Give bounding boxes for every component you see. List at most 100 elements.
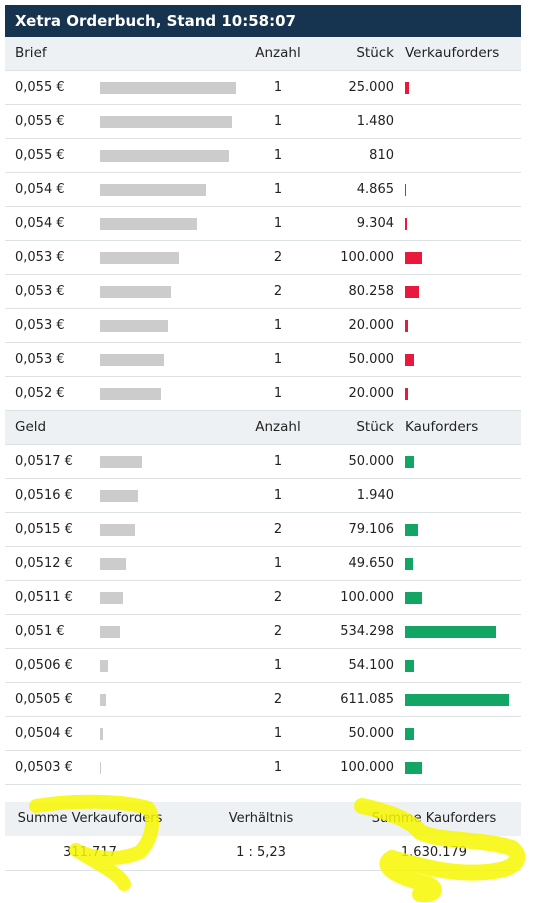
ask-count: 1 [273,318,283,333]
ask-qty-header: Stück [356,45,394,61]
ask-row: 0,055 € 1 1.480 [5,105,521,139]
sell-volume-bar [405,184,406,196]
buy-volume-bar [405,694,509,706]
buy-volume-bar [405,626,496,638]
ask-row: 0,053 € 2 100.000 [5,241,521,275]
sell-volume-bar [405,82,409,94]
bid-row: 0,0505 € 2 611.085 [5,683,521,717]
ask-row: 0,054 € 1 9.304 [5,207,521,241]
bid-depth-bar [100,626,120,638]
ratio-label: Verhältnis [228,811,294,826]
bid-price: 0,0515 € [15,522,73,537]
ask-price-header: Brief [15,45,47,61]
ask-depth-bar [100,150,229,162]
buy-sum-label: Summe Kauforders [371,811,497,826]
sell-orders-header: Verkauforders [405,45,500,61]
ask-qty: 810 [369,148,394,163]
bid-depth-bar [100,592,123,604]
ask-price: 0,055 € [15,114,65,129]
bid-depth-bar [100,558,126,570]
bid-price: 0,0516 € [15,488,73,503]
ask-depth-bar [100,82,236,94]
buy-volume-bar [405,660,414,672]
orderbook-table: Brief Anzahl Stück Verkauforders 0,055 €… [5,37,521,785]
bid-count: 1 [273,658,283,673]
bid-depth-bar [100,728,103,740]
bid-row: 0,0506 € 1 54.100 [5,649,521,683]
sell-volume-bar [405,354,414,366]
ask-depth-bar [100,286,171,298]
bid-row: 0,0515 € 2 79.106 [5,513,521,547]
ask-qty: 4.865 [356,182,394,197]
ask-price: 0,052 € [15,386,65,401]
bid-row: 0,0511 € 2 100.000 [5,581,521,615]
bid-depth-bar [100,762,101,774]
bid-qty: 54.100 [348,658,395,673]
ask-price: 0,055 € [15,148,65,163]
ask-header-row: Brief Anzahl Stück Verkauforders [5,37,521,71]
ask-depth-bar [100,388,161,400]
ask-depth-bar [100,320,168,332]
buy-volume-bar [405,728,414,740]
ask-price: 0,053 € [15,352,65,367]
bid-price: 0,051 € [15,624,65,639]
bid-count: 2 [273,692,283,707]
ask-qty: 50.000 [348,352,395,367]
ask-qty: 25.000 [348,80,395,95]
bid-row: 0,0517 € 1 50.000 [5,445,521,479]
bid-depth-bar [100,524,135,536]
bid-count: 1 [273,556,283,571]
ask-qty: 1.480 [356,114,394,129]
bid-qty: 1.940 [356,488,394,503]
ask-price: 0,054 € [15,182,65,197]
bid-qty: 49.650 [348,556,395,571]
bid-row: 0,0512 € 1 49.650 [5,547,521,581]
bid-qty: 50.000 [348,454,395,469]
bid-price: 0,0512 € [15,556,73,571]
ask-depth-bar [100,116,232,128]
bid-count-header: Anzahl [255,419,301,435]
ask-count: 1 [273,386,283,401]
bid-count: 1 [273,454,283,469]
ask-count: 1 [273,148,283,163]
bid-row: 0,0503 € 1 100.000 [5,751,521,785]
sell-volume-bar [405,388,408,400]
ask-price: 0,053 € [15,318,65,333]
bid-depth-bar [100,456,142,468]
buy-volume-bar [405,558,413,570]
ask-row: 0,052 € 1 20.000 [5,377,521,411]
bid-qty: 611.085 [340,692,394,707]
bid-depth-bar [100,694,106,706]
bid-qty: 100.000 [340,590,394,605]
ask-row: 0,055 € 1 25.000 [5,71,521,105]
ask-price: 0,055 € [15,80,65,95]
ask-count: 1 [273,182,283,197]
bid-qty: 50.000 [348,726,395,741]
bid-price-header: Geld [15,419,47,435]
ask-row: 0,055 € 1 810 [5,139,521,173]
bid-row: 0,051 € 2 534.298 [5,615,521,649]
bid-depth-bar [100,490,138,502]
bid-qty: 534.298 [340,624,394,639]
ask-depth-bar [100,184,206,196]
ask-count: 1 [273,352,283,367]
order-summary: Summe Verkauforders Verhältnis Summe Kau… [5,802,521,871]
ask-row: 0,054 € 1 4.865 [5,173,521,207]
ask-count: 2 [273,284,283,299]
ask-count-header: Anzahl [255,45,301,61]
ask-qty: 20.000 [348,318,395,333]
buy-volume-bar [405,762,422,774]
ratio-value: 1 : 5,23 [236,845,286,860]
bid-price: 0,0511 € [15,590,73,605]
bid-price: 0,0506 € [15,658,73,673]
ask-row: 0,053 € 1 50.000 [5,343,521,377]
ask-qty: 20.000 [348,386,395,401]
ask-depth-bar [100,354,164,366]
ask-rows: 0,055 €1 25.000 0,055 €1 1.480 0,055 €1 810 0,… [5,71,521,411]
ask-count: 1 [273,80,283,95]
summary-header-row: Summe Verkauforders Verhältnis Summe Kau… [5,802,521,836]
sell-sum-label: Summe Verkauforders [17,811,163,826]
ask-price: 0,054 € [15,216,65,231]
buy-volume-bar [405,524,418,536]
ask-depth-bar [100,252,179,264]
